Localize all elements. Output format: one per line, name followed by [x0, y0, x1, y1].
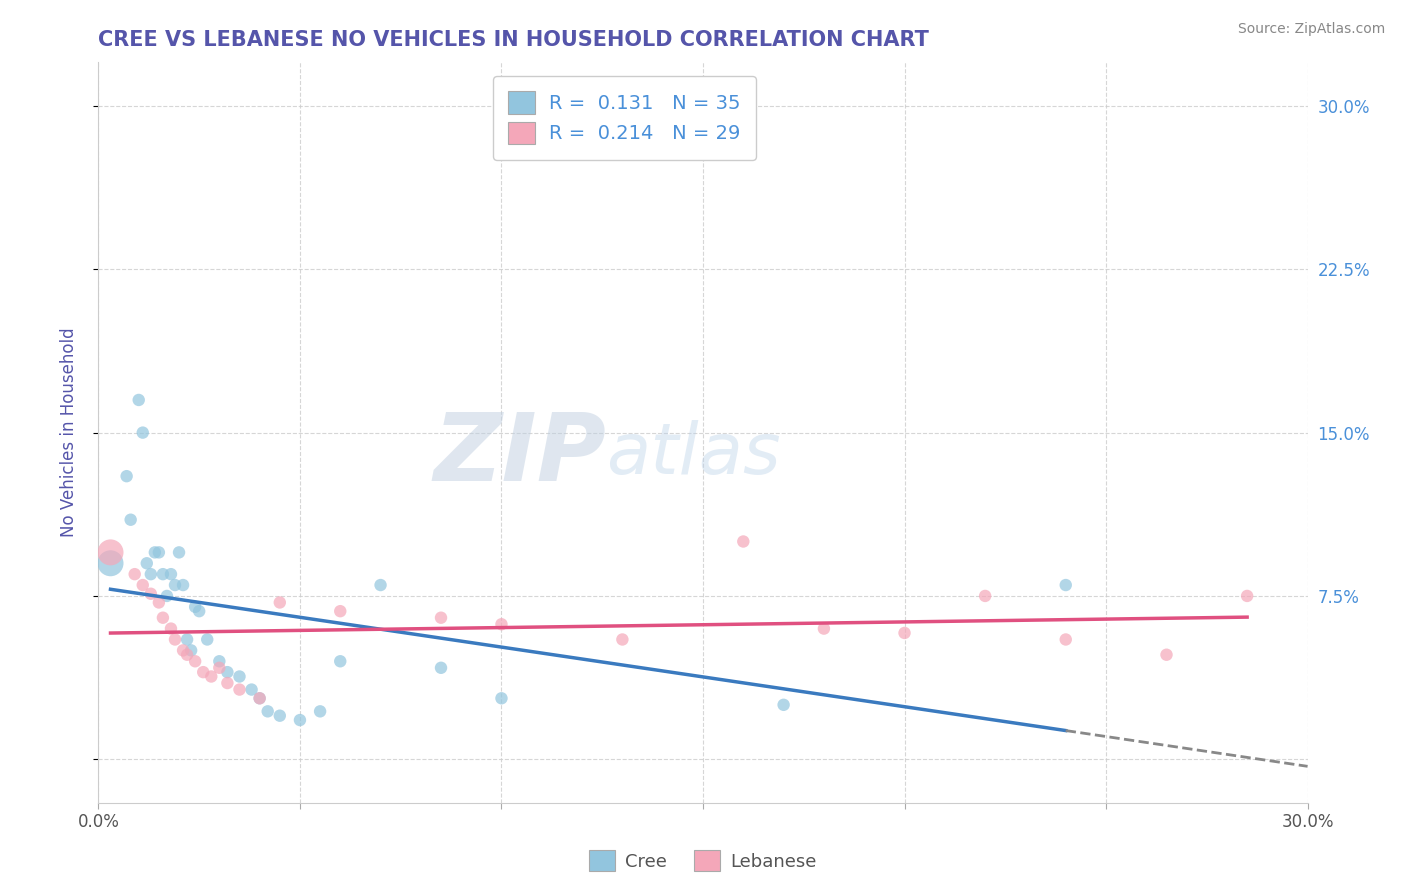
Point [160, 567, 183, 582]
Point [1054, 632, 1077, 647]
Point [772, 698, 794, 712]
Point [430, 661, 453, 675]
Point [193, 665, 215, 680]
Point [176, 632, 198, 647]
Point [733, 534, 755, 549]
Point [139, 587, 162, 601]
Point [184, 654, 207, 668]
Point [132, 578, 155, 592]
Point [176, 648, 198, 662]
Point [240, 682, 263, 697]
Point [139, 567, 162, 582]
Point [163, 632, 186, 647]
Point [288, 713, 311, 727]
Point [172, 643, 194, 657]
Point [217, 665, 239, 680]
Point [143, 545, 166, 559]
Point [148, 595, 170, 609]
Text: ZIP: ZIP [433, 409, 606, 500]
Point [148, 545, 170, 559]
Text: atlas: atlas [606, 420, 780, 490]
Point [100, 556, 122, 570]
Point [269, 595, 291, 609]
Point [195, 632, 218, 647]
Text: CREE VS LEBANESE NO VEHICLES IN HOUSEHOLD CORRELATION CHART: CREE VS LEBANESE NO VEHICLES IN HOUSEHOL… [98, 29, 929, 50]
Point [491, 691, 513, 706]
Point [167, 545, 190, 559]
Point [1156, 648, 1178, 662]
Text: Source: ZipAtlas.com: Source: ZipAtlas.com [1237, 22, 1385, 37]
Point [208, 661, 231, 675]
Point [152, 611, 174, 625]
Point [188, 604, 211, 618]
Point [156, 589, 179, 603]
Point [100, 545, 122, 559]
Point [132, 425, 155, 440]
Point [370, 578, 392, 592]
Legend: R =  0.131   N = 35, R =  0.214   N = 29: R = 0.131 N = 35, R = 0.214 N = 29 [492, 76, 756, 160]
Point [208, 654, 231, 668]
Point [1054, 578, 1077, 592]
Point [184, 599, 207, 614]
Point [152, 567, 174, 582]
Point [163, 578, 186, 592]
Point [180, 643, 202, 657]
Point [813, 622, 835, 636]
Point [430, 611, 453, 625]
Point [269, 708, 291, 723]
Point [612, 632, 634, 647]
Point [249, 691, 271, 706]
Point [893, 626, 915, 640]
Point [200, 669, 222, 683]
Point [491, 617, 513, 632]
Point [256, 704, 278, 718]
Point [124, 567, 146, 582]
Point [974, 589, 997, 603]
Point [228, 669, 250, 683]
Point [160, 622, 183, 636]
Legend: Cree, Lebanese: Cree, Lebanese [582, 843, 824, 879]
Point [309, 704, 332, 718]
Point [329, 604, 352, 618]
Point [115, 469, 138, 483]
Point [228, 682, 250, 697]
Point [1236, 589, 1258, 603]
Point [172, 578, 194, 592]
Point [120, 513, 142, 527]
Point [249, 691, 271, 706]
Point [217, 676, 239, 690]
Point [128, 392, 150, 407]
Y-axis label: No Vehicles in Household: No Vehicles in Household [59, 327, 77, 538]
Point [329, 654, 352, 668]
Point [135, 556, 157, 570]
